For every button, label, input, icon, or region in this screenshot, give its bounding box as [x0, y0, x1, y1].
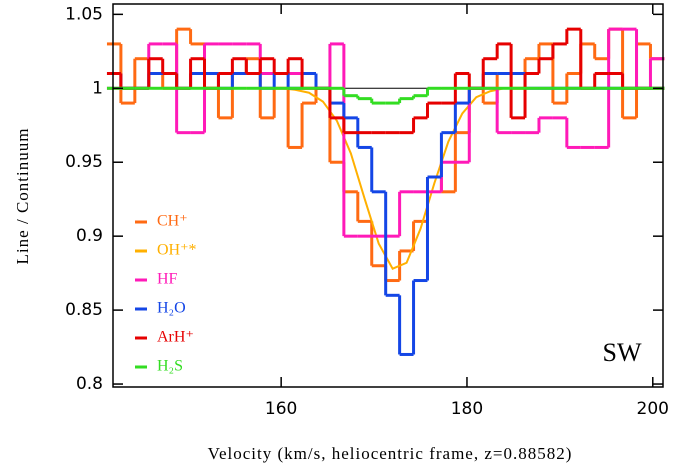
legend-label: H₂O	[157, 300, 186, 317]
y-tick-label: 0.8	[76, 374, 103, 394]
y-tick-label: 1.05	[65, 4, 103, 24]
plot-frame	[112, 3, 664, 388]
annotation: SW	[603, 338, 642, 367]
legend-label: OH⁺*	[157, 242, 197, 259]
x-tick-label: 180	[451, 399, 483, 419]
legend-label: H₂S	[157, 358, 183, 375]
y-tick-label: 0.85	[65, 300, 103, 320]
x-axis-label: Velocity (km/s, heliocentric frame, z=0.…	[208, 444, 573, 463]
x-tick-label: 160	[265, 399, 297, 419]
legend-label: HF	[157, 271, 178, 288]
y-tick-label: 1	[92, 78, 103, 98]
legend-label: ArH⁺	[157, 329, 194, 346]
x-tick-label: 200	[637, 399, 669, 419]
y-axis-label: Line / Continuum	[13, 128, 32, 265]
y-tick-label: 0.9	[76, 226, 103, 246]
legend-label: CH⁺	[157, 213, 188, 230]
y-tick-label: 0.95	[65, 152, 103, 172]
